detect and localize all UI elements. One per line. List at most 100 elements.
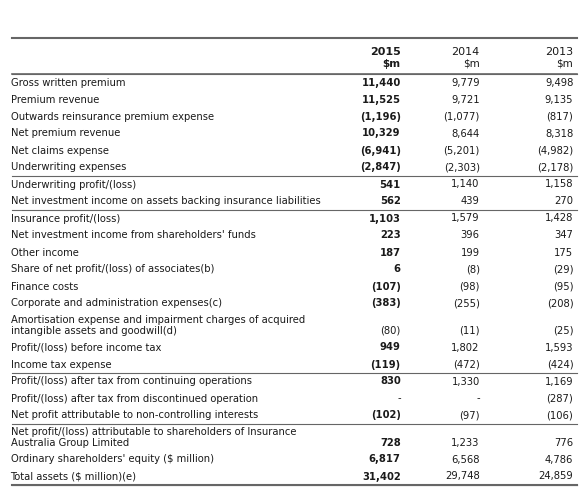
Text: 776: 776 [554, 438, 573, 448]
Text: 187: 187 [380, 247, 401, 258]
Text: (1,196): (1,196) [360, 112, 401, 122]
Text: Australia Group Limited: Australia Group Limited [11, 438, 129, 448]
Text: 1,330: 1,330 [452, 377, 480, 386]
Text: -: - [397, 393, 401, 403]
Text: Profit/(loss) after tax from continuing operations: Profit/(loss) after tax from continuing … [11, 377, 252, 386]
Text: 175: 175 [554, 247, 573, 258]
Text: (8): (8) [466, 265, 480, 275]
Text: 830: 830 [380, 377, 401, 386]
Text: 6: 6 [394, 265, 401, 275]
Text: 2013: 2013 [545, 47, 573, 57]
Text: 1,428: 1,428 [545, 213, 573, 223]
Text: Share of net profit/(loss) of associates(b): Share of net profit/(loss) of associates… [11, 265, 214, 275]
Text: $m: $m [383, 59, 401, 69]
Text: 2015: 2015 [370, 47, 401, 57]
Text: Profit/(loss) after tax from discontinued operation: Profit/(loss) after tax from discontinue… [11, 393, 257, 403]
Text: 1,233: 1,233 [451, 438, 480, 448]
Text: Profit/(loss) before income tax: Profit/(loss) before income tax [11, 343, 161, 353]
Text: (255): (255) [453, 298, 480, 308]
Text: (6,941): (6,941) [360, 145, 401, 155]
Text: Net profit attributable to non-controlling interests: Net profit attributable to non-controlli… [11, 410, 258, 421]
Text: Premium revenue: Premium revenue [11, 95, 99, 105]
Text: 11,440: 11,440 [362, 77, 401, 88]
Text: 1,169: 1,169 [545, 377, 573, 386]
Text: (98): (98) [459, 282, 480, 292]
Text: Amortisation expense and impairment charges of acquired: Amortisation expense and impairment char… [11, 314, 305, 324]
Text: 728: 728 [380, 438, 401, 448]
Text: Underwriting expenses: Underwriting expenses [11, 162, 126, 173]
Text: Net premium revenue: Net premium revenue [11, 128, 120, 138]
Text: 949: 949 [380, 343, 401, 353]
Text: 10,329: 10,329 [362, 128, 401, 138]
Text: 29,748: 29,748 [445, 471, 480, 481]
Text: 1,802: 1,802 [451, 343, 480, 353]
Text: 8,318: 8,318 [545, 128, 573, 138]
Text: 396: 396 [461, 230, 480, 240]
Text: Other income: Other income [11, 247, 78, 258]
Text: (80): (80) [380, 326, 401, 336]
Text: 8,644: 8,644 [452, 128, 480, 138]
Text: 1,158: 1,158 [545, 180, 573, 190]
Text: 541: 541 [380, 180, 401, 190]
Text: Net investment income from shareholders' funds: Net investment income from shareholders'… [11, 230, 256, 240]
Text: 223: 223 [380, 230, 401, 240]
Text: (2,178): (2,178) [537, 162, 573, 173]
Text: Gross written premium: Gross written premium [11, 77, 125, 88]
Text: 11,525: 11,525 [362, 95, 401, 105]
Text: intangible assets and goodwill(d): intangible assets and goodwill(d) [11, 326, 177, 336]
Text: (817): (817) [546, 112, 573, 122]
Text: 6,817: 6,817 [369, 455, 401, 464]
Text: 1,103: 1,103 [369, 213, 401, 223]
Text: (424): (424) [546, 360, 573, 370]
Text: 9,498: 9,498 [545, 77, 573, 88]
Text: Net investment income on assets backing insurance liabilities: Net investment income on assets backing … [11, 197, 320, 207]
Text: (4,982): (4,982) [537, 145, 573, 155]
Text: (107): (107) [371, 282, 401, 292]
Text: Net profit/(loss) attributable to shareholders of Insurance: Net profit/(loss) attributable to shareh… [11, 427, 296, 437]
Text: Income tax expense: Income tax expense [11, 360, 111, 370]
Text: 562: 562 [380, 197, 401, 207]
Text: (119): (119) [371, 360, 401, 370]
Text: Insurance profit/(loss): Insurance profit/(loss) [11, 213, 120, 223]
Text: 9,135: 9,135 [545, 95, 573, 105]
Text: (5,201): (5,201) [443, 145, 480, 155]
Text: 24,859: 24,859 [539, 471, 573, 481]
Text: -: - [476, 393, 480, 403]
Text: 199: 199 [460, 247, 480, 258]
Text: (102): (102) [371, 410, 401, 421]
Text: 1,593: 1,593 [545, 343, 573, 353]
Text: (29): (29) [553, 265, 573, 275]
Text: 1,140: 1,140 [451, 180, 480, 190]
Text: 9,721: 9,721 [451, 95, 480, 105]
Text: (25): (25) [553, 326, 573, 336]
Text: $m: $m [556, 59, 573, 69]
Text: 1,579: 1,579 [451, 213, 480, 223]
Text: 347: 347 [555, 230, 573, 240]
Text: Net claims expense: Net claims expense [11, 145, 109, 155]
Text: (106): (106) [546, 410, 573, 421]
Text: 31,402: 31,402 [362, 471, 401, 481]
Text: 270: 270 [555, 197, 573, 207]
Text: Ordinary shareholders' equity ($ million): Ordinary shareholders' equity ($ million… [11, 455, 214, 464]
Text: (97): (97) [459, 410, 480, 421]
Text: (383): (383) [371, 298, 401, 308]
Text: Total assets ($ million)(e): Total assets ($ million)(e) [11, 471, 136, 481]
Text: Outwards reinsurance premium expense: Outwards reinsurance premium expense [11, 112, 214, 122]
Text: 2014: 2014 [452, 47, 480, 57]
Text: (11): (11) [459, 326, 480, 336]
Text: (2,303): (2,303) [443, 162, 480, 173]
Text: (287): (287) [546, 393, 573, 403]
Text: (208): (208) [546, 298, 573, 308]
Text: (472): (472) [453, 360, 480, 370]
Text: Finance costs: Finance costs [11, 282, 78, 292]
Text: 439: 439 [461, 197, 480, 207]
Text: $m: $m [463, 59, 480, 69]
Text: Corporate and administration expenses(c): Corporate and administration expenses(c) [11, 298, 222, 308]
Text: (2,847): (2,847) [360, 162, 401, 173]
Text: (1,077): (1,077) [443, 112, 480, 122]
Text: 6,568: 6,568 [451, 455, 480, 464]
Text: (95): (95) [553, 282, 573, 292]
Text: Underwriting profit/(loss): Underwriting profit/(loss) [11, 180, 136, 190]
Text: 9,779: 9,779 [451, 77, 480, 88]
Text: 4,786: 4,786 [545, 455, 573, 464]
